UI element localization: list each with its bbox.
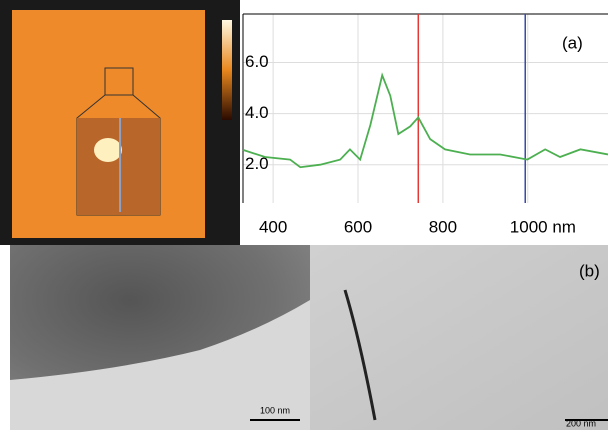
x-tick-label: 600: [344, 217, 372, 236]
tem-image-right: [310, 245, 608, 430]
y-tick-label: 4.0: [245, 103, 269, 122]
panel-label: (b): [579, 261, 600, 280]
x-tick-label: 1000 nm: [510, 217, 576, 236]
afm-inset: [77, 118, 160, 215]
x-tick-label: 800: [429, 217, 457, 236]
x-tick-label: 400: [259, 217, 287, 236]
y-tick-label: 6.0: [245, 52, 269, 71]
panel-label: (a): [562, 33, 583, 52]
chart-background: [240, 0, 608, 245]
afm-colorbar: [222, 20, 232, 120]
afm-particle: [94, 138, 122, 162]
scale-bar-label: 200 nm: [566, 418, 596, 428]
scale-bar-label: 100 nm: [260, 405, 290, 415]
figure: 100 nm 200 nm 4006008001000 nm2.04.06.0 …: [0, 0, 608, 430]
